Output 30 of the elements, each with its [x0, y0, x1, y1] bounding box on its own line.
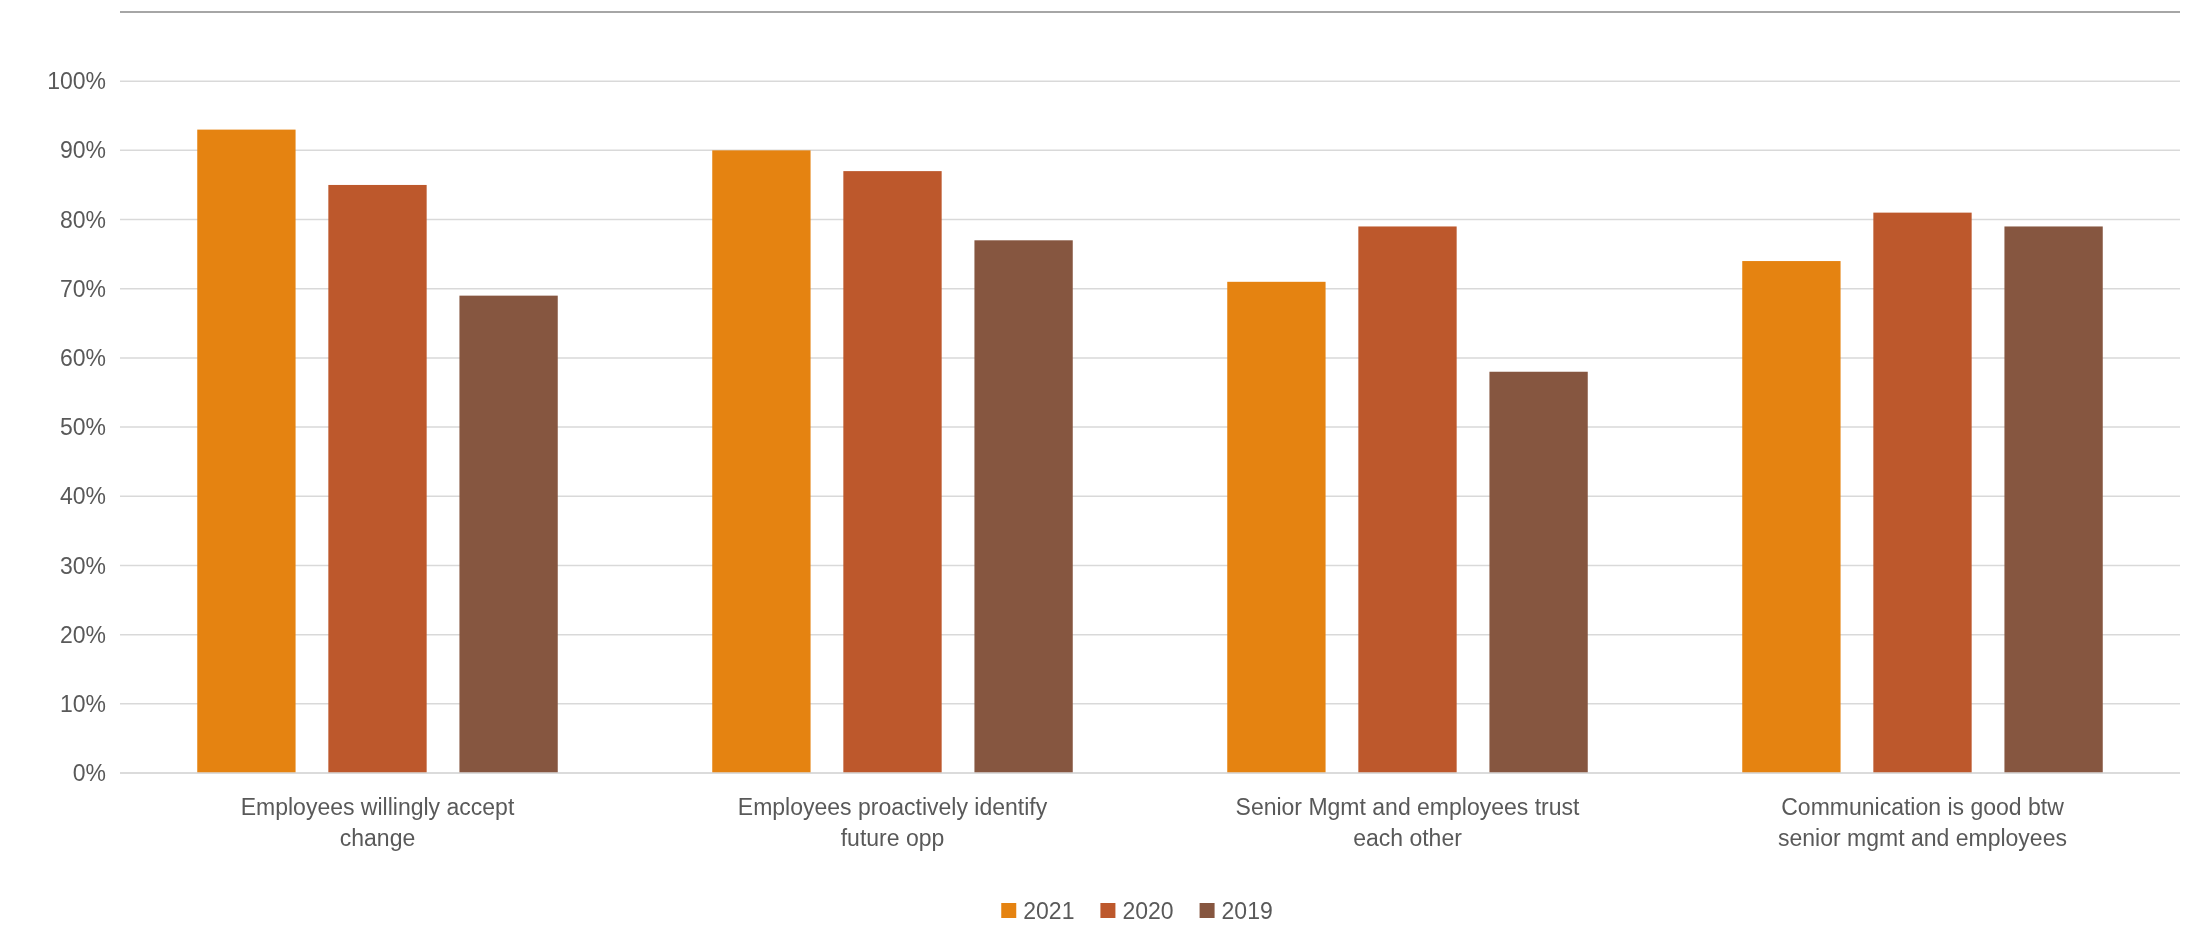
y-tick-label: 80%: [59, 206, 106, 233]
x-tick-label: Employees proactively identify future opp: [737, 794, 1048, 851]
legend-label: 2021: [1023, 898, 1075, 924]
y-tick-label: 30%: [59, 552, 106, 579]
bar: [1873, 212, 1972, 773]
bar: [328, 184, 427, 773]
y-tick-label: 50%: [59, 414, 106, 441]
bar: [459, 295, 558, 773]
y-tick-label: 10%: [59, 690, 106, 717]
x-tick-label: Employees willingly accept change: [240, 794, 515, 851]
legend-label: 2019: [1221, 898, 1273, 924]
y-tick-label: 20%: [59, 621, 106, 648]
y-tick-label: 70%: [59, 275, 106, 302]
bar: [712, 150, 811, 773]
bar: [2004, 226, 2103, 773]
bar: [974, 240, 1073, 773]
legend-label: 2020: [1122, 898, 1174, 924]
bar: [1358, 226, 1457, 773]
y-tick-label: 90%: [59, 137, 106, 164]
x-tick-label: Senior Mgmt and employees trust each other: [1235, 794, 1581, 851]
bar: [1742, 261, 1841, 773]
y-tick-label: 40%: [59, 483, 106, 510]
y-tick-label: 60%: [59, 344, 106, 371]
y-tick-label: 0%: [72, 760, 106, 787]
bar: [197, 129, 296, 773]
y-tick-label: 100%: [47, 68, 106, 95]
bar: [843, 171, 942, 773]
bar: [1489, 371, 1588, 773]
x-tick-label: Communication is good btw senior mgmt and employees: [1778, 794, 2067, 851]
bar: [1227, 281, 1326, 773]
